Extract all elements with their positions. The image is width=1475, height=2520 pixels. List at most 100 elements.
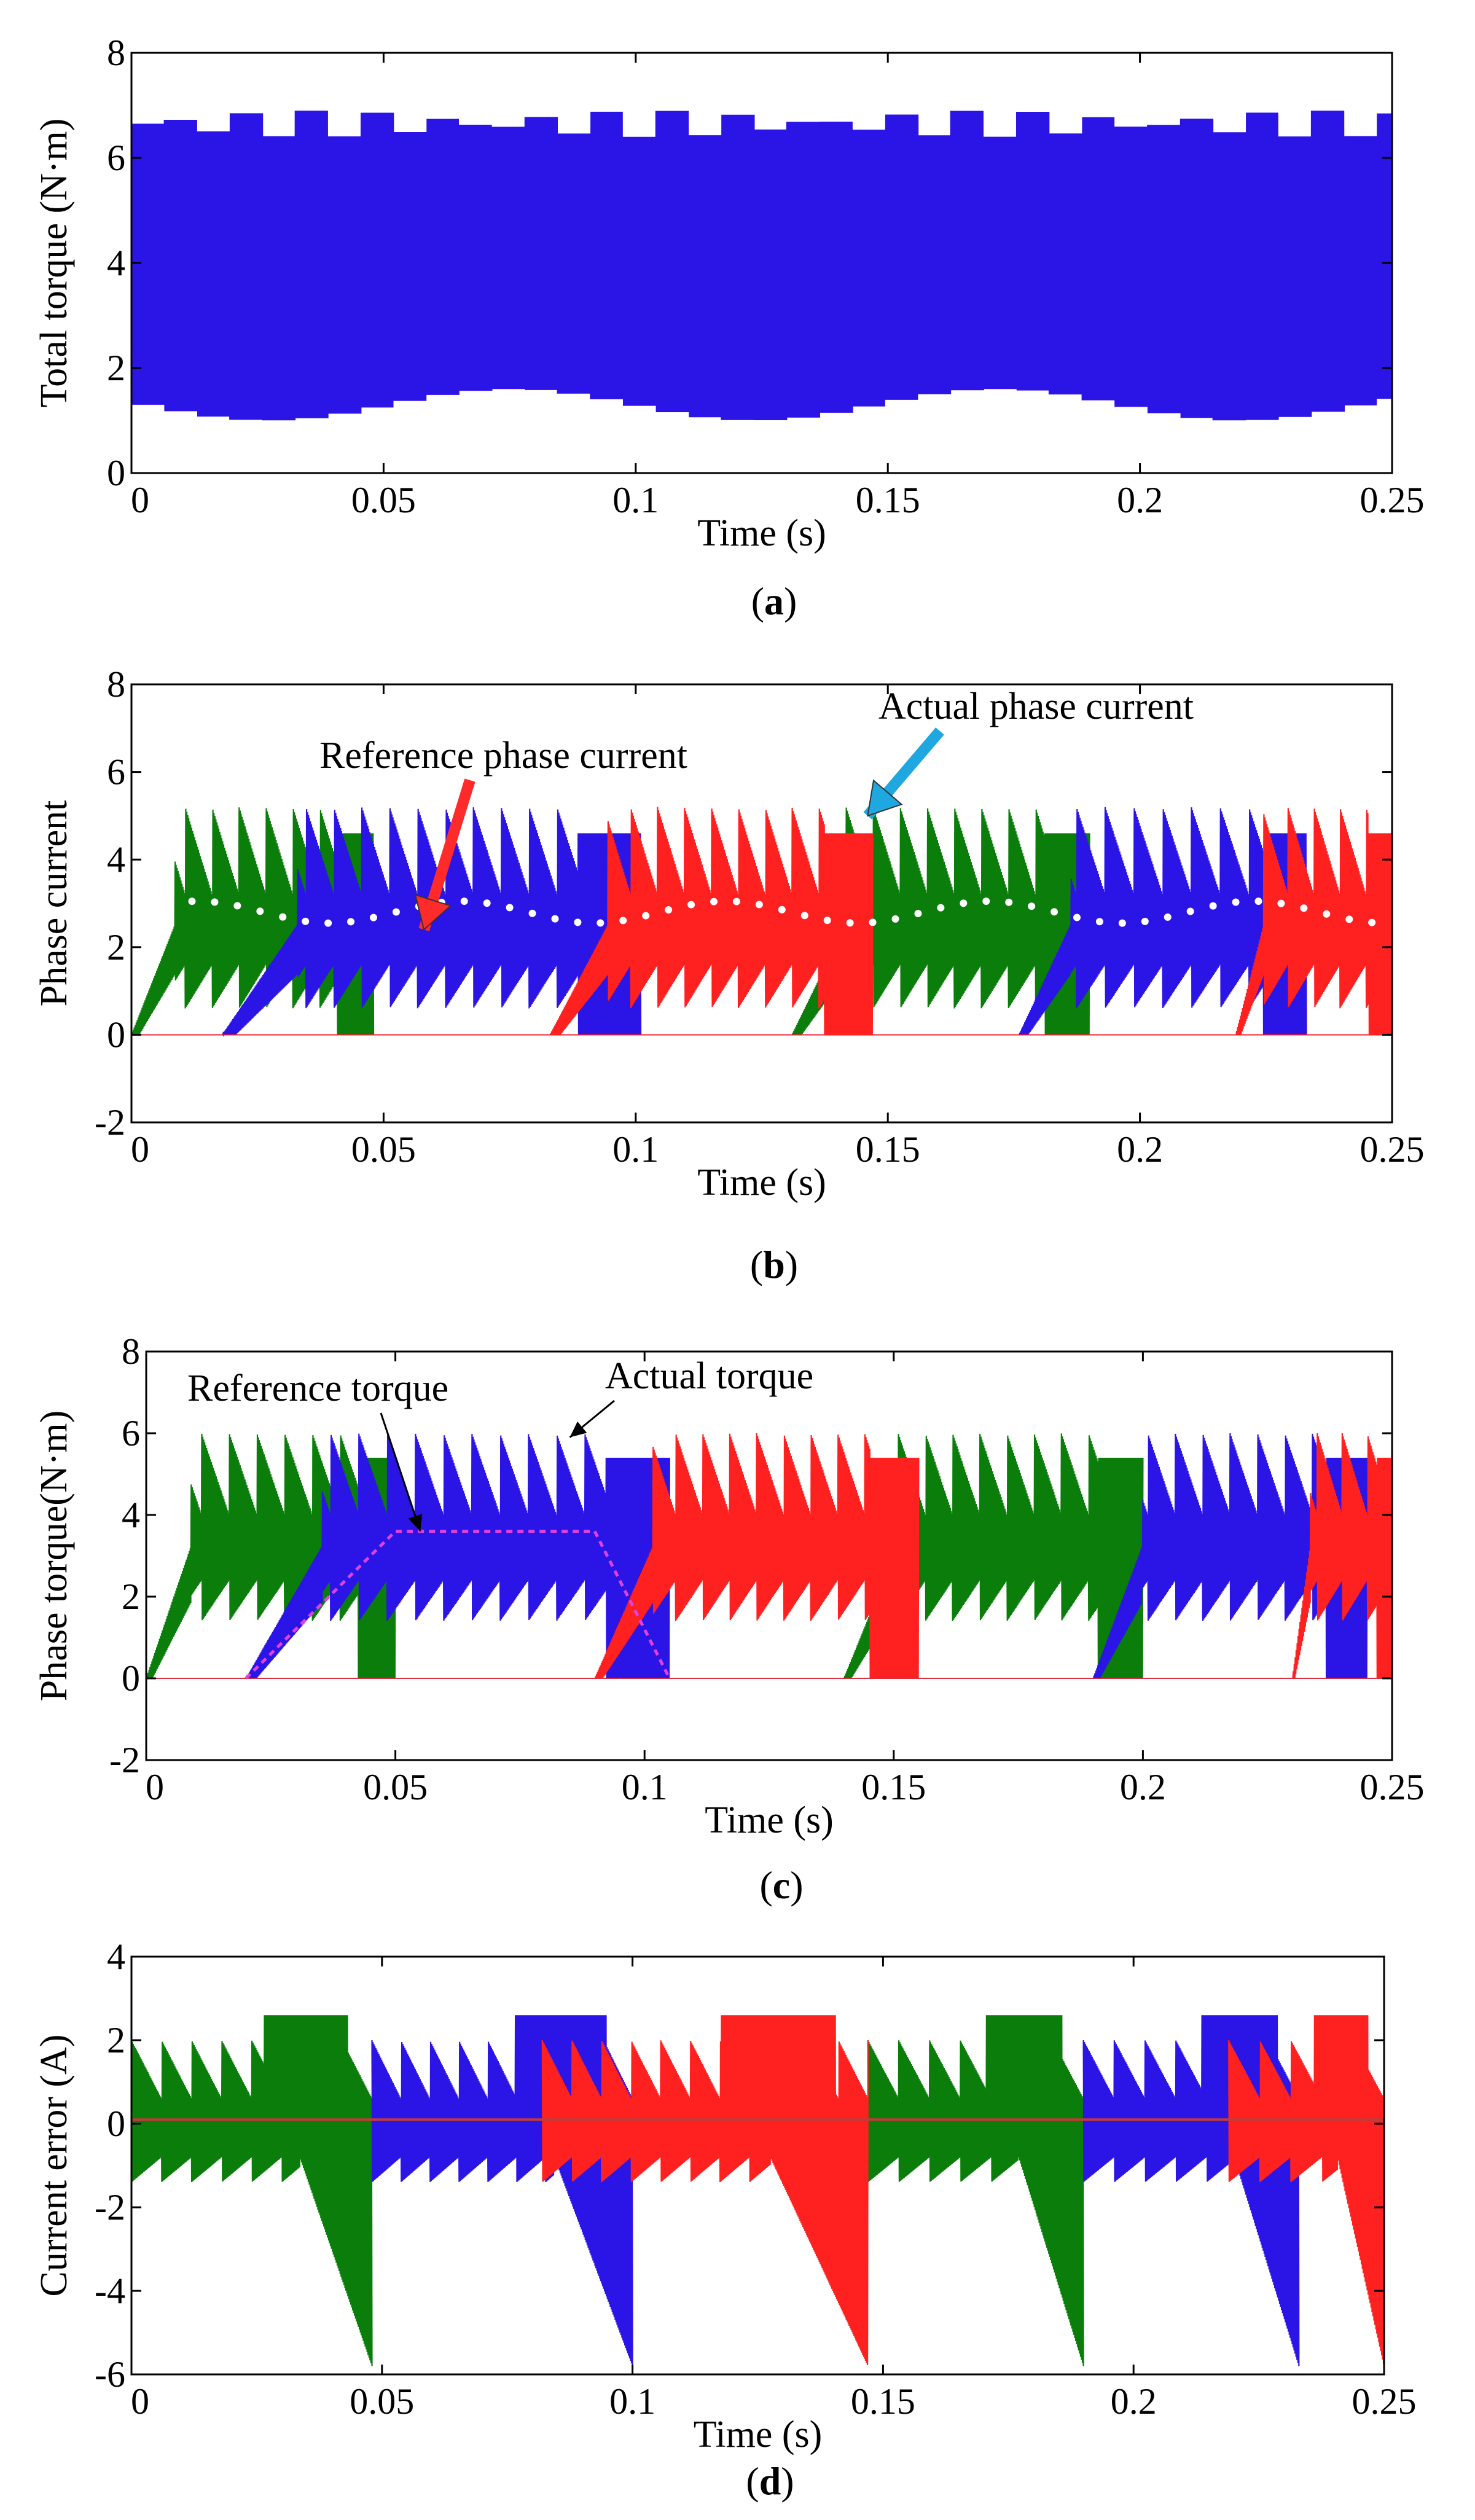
reference-current-dot <box>528 909 536 917</box>
annotation-arrow-head <box>569 1421 587 1438</box>
panel-c-xtick: 0 <box>146 1767 164 1807</box>
panel-b-ytick: -2 <box>95 1102 125 1143</box>
panel-d-xtick: 0.15 <box>851 2381 915 2422</box>
reference-current-dot <box>392 908 400 916</box>
panel-d-xtick: 0.1 <box>609 2381 655 2422</box>
reference-current-dot <box>960 899 968 907</box>
panel-d-ytick: -6 <box>95 2354 125 2395</box>
panel-c-xtick: 0.05 <box>363 1767 428 1807</box>
reference-current-dot <box>687 901 695 909</box>
panel-a-total-torque: 0 0.05 0.1 0.15 0.2 0.25 0 2 4 6 8 Time … <box>33 33 1425 623</box>
reference-current-dot <box>710 898 718 906</box>
panel-d-xtick: 0.05 <box>350 2381 414 2422</box>
panel-d-caption: (d) <box>746 2459 794 2503</box>
reference-current-dot <box>914 910 922 918</box>
reference-current-dot <box>347 918 355 926</box>
reference-current-dot <box>755 901 763 909</box>
panel-c-caption: (c) <box>759 1863 803 1907</box>
reference-current-dot <box>1005 898 1013 906</box>
panel-a-xtick: 0 <box>131 480 149 520</box>
reference-current-dot <box>1232 898 1240 906</box>
panel-a-ytick: 0 <box>107 453 125 493</box>
panel-c-axes-frame <box>145 1350 1393 1761</box>
reference-current-dot <box>619 917 627 925</box>
annotation-arrow-head <box>867 779 903 817</box>
reference-current-dot <box>506 904 514 912</box>
reference-current-dot <box>1164 913 1172 921</box>
panel-b-xlabel: Time (s) <box>697 1162 826 1203</box>
total-torque-line <box>130 111 1393 421</box>
reference-current-dot <box>279 913 287 921</box>
panel-b-annotations: Reference phase current Actual phase cur… <box>319 686 1194 777</box>
reference-current-dot <box>665 906 673 914</box>
reference-current-dot <box>937 904 945 912</box>
panel-a-xtick: 0.2 <box>1117 480 1163 520</box>
panel-d-ytick: -2 <box>95 2187 125 2228</box>
current-error-waveform <box>867 2015 1084 2366</box>
panel-c-ylabel: Phase torque(N·m) <box>33 1411 75 1701</box>
reference-current-dot <box>1095 918 1103 926</box>
reference-current-dot <box>211 898 219 906</box>
phase-waveform <box>1235 808 1393 1036</box>
reference-current-dot <box>1028 902 1036 910</box>
panel-c-ticks: 0 0.05 0.1 0.15 0.2 0.25 -2 0 2 4 6 8 <box>109 1331 1424 1807</box>
reference-current-dot <box>324 919 332 927</box>
panel-a-ticks: 0 0.05 0.1 0.15 0.2 0.25 0 2 4 6 8 <box>107 33 1425 520</box>
panel-c-xtick: 0.2 <box>1120 1767 1166 1807</box>
panel-d-axes-frame <box>130 1955 1385 2376</box>
panel-d-ylabel: Current error (A) <box>33 2035 75 2297</box>
panel-c-annotations: Reference torque Actual torque <box>187 1355 813 1409</box>
panel-a-xlabel: Time (s) <box>697 512 826 554</box>
panel-b-ytick: 8 <box>107 664 125 705</box>
panel-a-ytick: 4 <box>107 243 125 283</box>
panel-b-annotation-actual: Actual phase current <box>878 686 1194 727</box>
reference-current-dot <box>460 897 468 905</box>
panel-b-ytick: 6 <box>107 752 125 792</box>
reference-current-dot <box>551 915 559 923</box>
reference-current-dot <box>574 918 582 926</box>
phase-waveform <box>245 1433 670 1680</box>
current-error-waveform <box>130 2015 373 2366</box>
panel-a-series <box>130 111 1393 421</box>
panel-d-xtick: 0.2 <box>1111 2381 1157 2422</box>
panel-b-xtick: 0.25 <box>1360 1129 1425 1170</box>
panel-c-series <box>146 1433 1393 1680</box>
panel-d-ytick: -4 <box>95 2271 125 2311</box>
panel-a-ytick: 2 <box>107 348 125 388</box>
panel-b-ylabel: Phase current <box>33 800 75 1007</box>
reference-current-dot <box>1141 917 1149 925</box>
panel-c-ytick: 4 <box>122 1495 140 1535</box>
panel-c-annotation-actual: Actual torque <box>605 1355 813 1397</box>
panel-d-ticks: 0 0.05 0.1 0.15 0.2 0.25 -6 -4 -2 0 2 4 <box>95 1936 1416 2422</box>
phase-waveform <box>1292 1433 1393 1680</box>
phase-waveform <box>1019 807 1307 1036</box>
reference-current-dot <box>732 898 740 906</box>
reference-torque-line <box>245 1530 671 1680</box>
reference-current-dot <box>869 918 877 926</box>
reference-current-dot <box>256 907 264 915</box>
panel-b-ytick: 4 <box>107 839 125 880</box>
panel-a-xtick: 0.1 <box>612 480 659 520</box>
panel-d-series <box>130 2015 1385 2366</box>
panel-b-xtick: 0.1 <box>612 1129 659 1170</box>
phase-waveform <box>550 807 874 1036</box>
reference-current-dot <box>1254 898 1262 906</box>
panel-d-xtick: 0 <box>131 2381 149 2422</box>
panel-c-ytick: -2 <box>109 1740 140 1780</box>
reference-current-dot <box>1050 908 1058 916</box>
reference-current-dot <box>165 899 173 907</box>
panel-c-ytick: 0 <box>122 1658 140 1699</box>
reference-current-dot <box>1186 907 1194 915</box>
annotation-arrow-head <box>408 1514 423 1532</box>
panel-b-series <box>131 807 1393 1038</box>
reference-current-dot <box>891 915 899 923</box>
current-error-waveform <box>371 2015 633 2366</box>
panel-d-current-error: 0 0.05 0.1 0.15 0.2 0.25 -6 -4 -2 0 2 4 … <box>33 1936 1417 2503</box>
panel-b-xtick: 0.2 <box>1117 1129 1163 1170</box>
panel-c-xlabel: Time (s) <box>705 1799 834 1841</box>
reference-current-dot <box>823 917 831 925</box>
annotation-arrow-head <box>414 894 452 931</box>
panel-d-ytick: 2 <box>107 2020 125 2060</box>
reference-current-dot <box>1323 910 1331 918</box>
